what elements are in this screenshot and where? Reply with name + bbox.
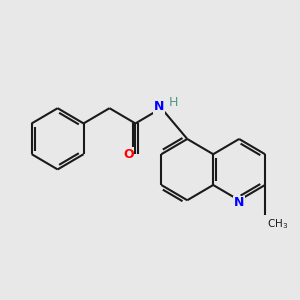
Text: N: N [154, 100, 164, 113]
Text: N: N [234, 196, 244, 209]
Text: O: O [123, 148, 134, 161]
Text: CH$_3$: CH$_3$ [267, 217, 288, 231]
Text: H: H [169, 96, 178, 109]
